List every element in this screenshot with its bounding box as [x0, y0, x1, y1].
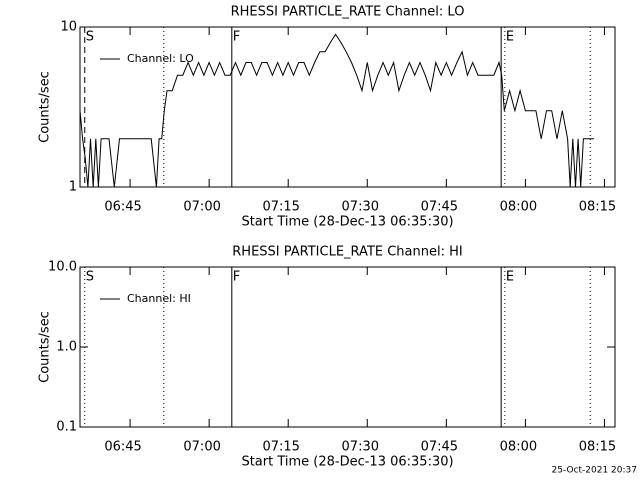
x-tick-label: 07:00 — [183, 440, 220, 455]
legend-label: Channel: HI — [127, 292, 191, 305]
event-label: S — [86, 270, 94, 285]
y-axis-label: Counts/sec — [38, 311, 53, 383]
x-tick-label: 06:45 — [104, 200, 141, 215]
plot-frame — [79, 266, 616, 428]
x-tick-label: 08:15 — [579, 200, 616, 215]
y-tick-label: 0.1 — [56, 420, 77, 435]
plot-frame — [79, 26, 616, 188]
x-tick-label: 08:00 — [500, 200, 537, 215]
chart-title: RHESSI PARTICLE_RATE Channel: LO — [231, 5, 465, 20]
x-tick-label: 07:30 — [342, 440, 379, 455]
x-tick-label: 07:15 — [262, 440, 299, 455]
x-tick-label: 07:45 — [421, 200, 458, 215]
event-label: S — [86, 30, 94, 45]
x-tick-label: 06:45 — [104, 440, 141, 455]
y-tick-label: 10 — [60, 20, 77, 35]
legend-label: Channel: LO — [127, 52, 194, 65]
event-label: E — [506, 270, 514, 285]
event-label: E — [506, 30, 514, 45]
y-tick-label: 1.0 — [56, 340, 77, 355]
chart-title: RHESSI PARTICLE_RATE Channel: HI — [232, 245, 462, 260]
x-tick-label: 08:00 — [500, 440, 537, 455]
timestamp: 25-Oct-2021 20:37 — [552, 466, 637, 476]
x-axis-label: Start Time (28-Dec-13 06:35:30) — [241, 215, 453, 230]
x-tick-label: 08:15 — [579, 440, 616, 455]
data-line — [79, 33, 594, 188]
event-label: F — [233, 270, 240, 285]
y-tick-label: 1 — [69, 180, 77, 195]
x-tick-label: 07:45 — [421, 440, 458, 455]
x-tick-label: 07:15 — [262, 200, 299, 215]
event-label: F — [233, 30, 240, 45]
y-axis-label: Counts/sec — [38, 71, 53, 143]
y-tick-label: 10.0 — [48, 260, 77, 275]
x-tick-label: 07:00 — [183, 200, 220, 215]
x-axis-label: Start Time (28-Dec-13 06:35:30) — [241, 455, 453, 470]
x-tick-label: 07:30 — [342, 200, 379, 215]
